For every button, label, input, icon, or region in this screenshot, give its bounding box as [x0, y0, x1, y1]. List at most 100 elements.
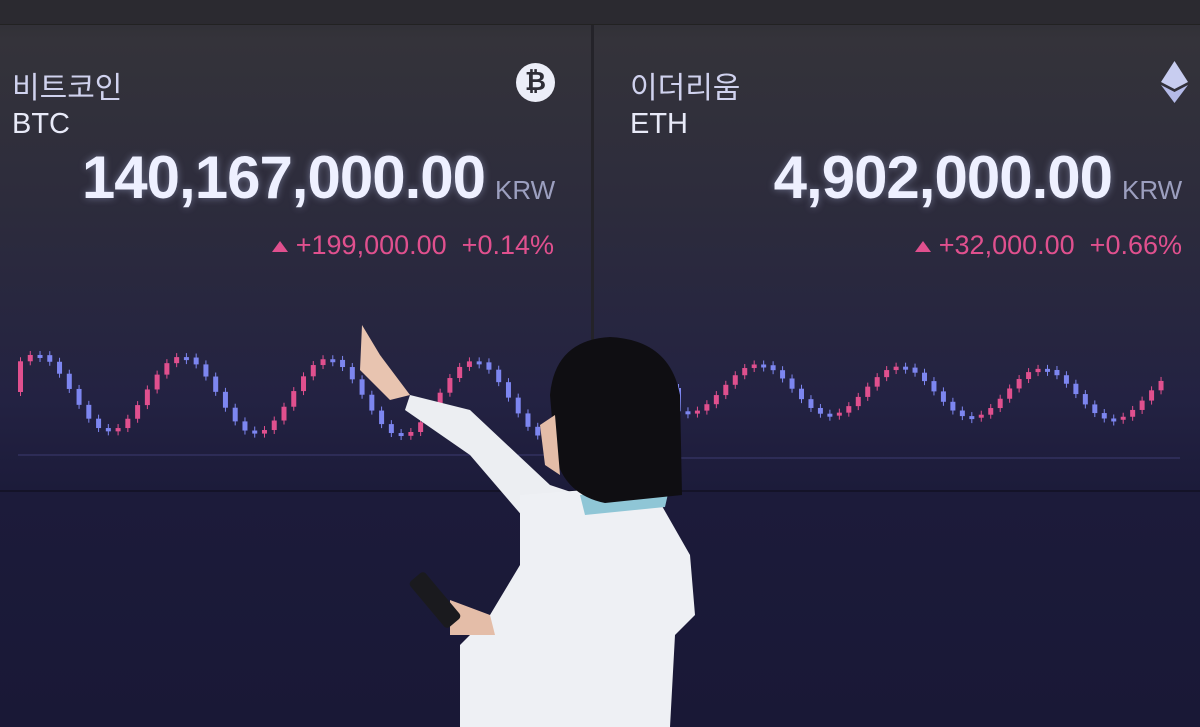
candle	[1130, 409, 1136, 417]
candle	[457, 366, 463, 379]
candle	[1120, 416, 1126, 420]
candlestick-chart	[18, 350, 1180, 459]
candle	[164, 363, 170, 375]
btc-name: 비트코인	[12, 72, 123, 105]
ethereum-icon	[1161, 61, 1188, 103]
candle	[86, 404, 92, 419]
candle	[486, 362, 492, 370]
candle	[903, 366, 909, 370]
candle	[301, 376, 307, 392]
candle	[340, 359, 346, 368]
hand	[450, 600, 495, 635]
candle	[213, 376, 219, 392]
candle	[27, 354, 33, 362]
candle	[242, 421, 248, 431]
candle	[418, 422, 424, 433]
candle	[57, 361, 63, 374]
candle	[135, 405, 141, 419]
screen-divider	[591, 25, 594, 490]
candle	[291, 391, 297, 407]
up-arrow-icon	[914, 241, 931, 252]
candle	[183, 357, 189, 361]
btc-change-value: +199,000.00	[295, 230, 447, 260]
candle	[96, 418, 102, 429]
eth-change: +32,000.00 +0.66%	[914, 230, 1182, 261]
person-pointing	[360, 325, 695, 727]
candle	[922, 372, 927, 382]
candle	[105, 428, 111, 432]
candle	[193, 357, 199, 365]
btc-currency: KRW	[495, 175, 556, 205]
eth-name: 이더리움	[630, 72, 741, 105]
candle	[447, 378, 453, 393]
smartphone	[409, 572, 461, 628]
candle	[466, 361, 472, 367]
btc-panel: 비트코인 BTC ₿ 140,167,000.00 KRW +199,000.0…	[0, 25, 591, 490]
candle	[780, 370, 786, 379]
eth-price: 4,902,000.00	[773, 144, 1113, 211]
candle	[310, 365, 316, 377]
eth-change-pct: +0.66%	[1089, 230, 1182, 260]
candle	[359, 379, 365, 395]
candle	[437, 392, 443, 409]
candle	[125, 418, 131, 429]
candle	[950, 401, 956, 411]
candle	[694, 410, 700, 414]
candle	[912, 367, 918, 373]
candle	[761, 364, 767, 368]
candle	[770, 365, 776, 371]
candle	[349, 367, 355, 380]
candle	[408, 432, 414, 436]
candle	[1149, 390, 1155, 401]
candle	[978, 414, 984, 418]
candle	[496, 369, 502, 383]
candle	[115, 428, 121, 432]
candle	[174, 357, 180, 364]
candle	[505, 382, 511, 398]
candle	[1063, 375, 1069, 384]
candle	[884, 370, 890, 378]
candle	[931, 381, 937, 392]
candle	[789, 378, 795, 389]
btc-change-pct: +0.14%	[461, 230, 554, 260]
candle	[1082, 394, 1088, 405]
candle	[959, 410, 965, 417]
candle	[1101, 413, 1107, 419]
candle	[261, 430, 267, 434]
candle	[525, 413, 531, 427]
top-bezel	[0, 0, 1200, 25]
hair	[550, 337, 682, 503]
candle	[817, 407, 823, 414]
candle	[997, 398, 1003, 409]
candle	[1139, 400, 1145, 410]
candle	[969, 416, 975, 420]
candle	[799, 388, 804, 400]
candle	[1111, 418, 1117, 422]
candle	[369, 394, 375, 411]
btc-symbol: BTC	[12, 108, 70, 140]
candle	[713, 395, 719, 405]
candle	[1035, 368, 1041, 373]
candle	[281, 406, 287, 421]
candle	[1054, 369, 1060, 376]
eth-currency: KRW	[1122, 175, 1183, 205]
candle	[1026, 372, 1032, 380]
candle	[388, 424, 394, 434]
candle	[330, 359, 336, 363]
pointing-hand	[360, 325, 410, 400]
btc-price: 140,167,000.00	[81, 144, 486, 211]
candle	[874, 377, 880, 387]
eth-panel: 이더리움 ETH 4,902,000.00 KRW +32,000.00 +0.…	[594, 25, 1200, 490]
btc-change: +199,000.00 +0.14%	[271, 230, 554, 261]
candle	[836, 412, 842, 416]
candle	[685, 411, 691, 415]
candle	[846, 406, 852, 413]
candle	[18, 361, 23, 392]
candle	[827, 413, 833, 417]
candle	[252, 430, 258, 434]
face	[540, 415, 560, 475]
candle	[515, 397, 521, 414]
candle	[144, 389, 150, 406]
candle	[1045, 368, 1050, 372]
candle	[76, 388, 82, 405]
